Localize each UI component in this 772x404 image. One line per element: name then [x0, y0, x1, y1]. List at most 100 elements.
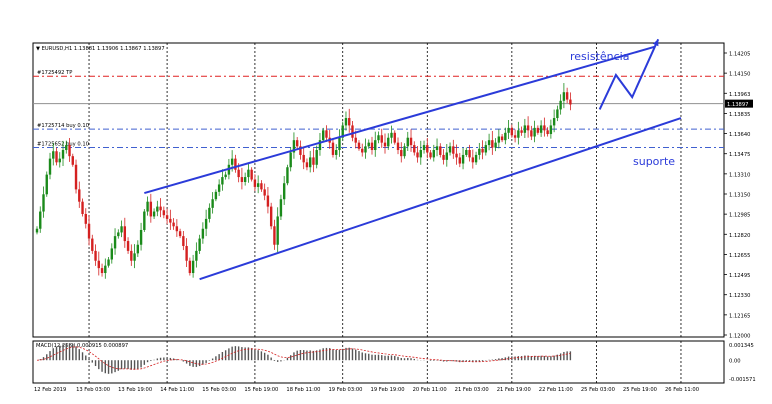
candle-up — [65, 145, 68, 151]
candle-down — [188, 260, 192, 274]
candle-up — [432, 150, 435, 158]
candle-up — [224, 174, 227, 178]
time-tick-label: 14 Feb 11:00 — [160, 387, 194, 393]
candle-down — [458, 157, 462, 164]
candle-up — [211, 199, 214, 208]
candle-down — [481, 148, 484, 153]
macd-panel-frame — [32, 340, 725, 384]
price-tick-label: 1.14205 — [729, 52, 750, 58]
candle-up — [422, 145, 426, 151]
channel-upper-line — [144, 45, 656, 195]
candle-up — [292, 140, 296, 153]
candle-down — [149, 201, 153, 217]
candle-up — [487, 140, 491, 146]
candle-up — [341, 125, 344, 138]
candle-up — [497, 136, 501, 143]
support-label: suporte — [633, 155, 675, 168]
candle-down — [543, 125, 546, 131]
candle-up — [344, 118, 348, 126]
time-tick-label: 22 Feb 11:00 — [539, 387, 573, 393]
candle-down — [380, 135, 383, 143]
candle-up — [484, 145, 488, 153]
candle-up — [39, 211, 42, 229]
candle-up — [377, 135, 380, 141]
candle-down — [331, 142, 335, 155]
candle-up — [204, 218, 208, 229]
time-tick-label: 19 Feb 03:00 — [328, 387, 362, 393]
candle-up — [61, 150, 65, 159]
price-tick-label: 1.13310 — [729, 172, 750, 178]
candle-down — [383, 142, 387, 147]
candle-up — [195, 250, 198, 261]
candle-up — [406, 137, 409, 147]
time-tick-label: 21 Feb 19:00 — [497, 387, 531, 393]
candle-up — [221, 177, 224, 185]
candle-up — [552, 118, 556, 126]
symbol-header: ▼ EURUSD,H1 1.13881 1.13906 1.13867 1.13… — [36, 46, 165, 52]
candle-up — [289, 152, 292, 168]
candle-down — [250, 169, 253, 180]
candle-down — [55, 151, 58, 163]
forecast-arrow — [598, 38, 660, 110]
candle-up — [214, 191, 218, 200]
candle-up — [146, 201, 149, 212]
candle-down — [260, 183, 263, 190]
candle-up — [120, 226, 123, 233]
candle-down — [351, 125, 354, 138]
candle-down — [130, 250, 133, 261]
time-tick-label: 18 Feb 11:00 — [286, 387, 320, 393]
candle-down — [546, 130, 549, 135]
candle-up — [52, 151, 55, 159]
candle-down — [94, 250, 97, 261]
candle-up — [419, 150, 422, 158]
candle-down — [513, 135, 517, 138]
candle-down — [565, 92, 569, 100]
candle-up — [539, 125, 543, 133]
level-line-label: #1725492 TP — [37, 70, 72, 76]
candle-down — [84, 213, 87, 224]
candle-up — [136, 244, 140, 254]
macd-tick-label: 0.00 — [729, 359, 741, 365]
candle-down — [169, 218, 172, 223]
candle-up — [279, 199, 283, 217]
candle-up — [113, 236, 117, 249]
time-tick-label: 13 Feb 19:00 — [118, 387, 152, 393]
candle-up — [448, 146, 452, 153]
candle-up — [309, 157, 312, 168]
candle-down — [426, 145, 429, 153]
candle-up — [523, 125, 527, 133]
candle-down — [162, 210, 166, 216]
candle-up — [461, 154, 465, 164]
candle-down — [471, 157, 475, 163]
time-tick-label: 21 Feb 03:00 — [455, 387, 489, 393]
candle-up — [276, 216, 279, 245]
candle-down — [361, 148, 364, 153]
candle-up — [322, 130, 325, 141]
candle-up — [256, 183, 260, 187]
candle-down — [569, 99, 572, 105]
time-tick-label: 13 Feb 03:00 — [76, 387, 110, 393]
candle-down — [165, 215, 169, 219]
candle-down — [178, 231, 182, 237]
candle-up — [335, 150, 338, 155]
candle-up — [465, 150, 468, 155]
candle-down — [126, 241, 130, 251]
price-tick-label: 1.14150 — [729, 72, 750, 78]
time-tick-label: 20 Feb 11:00 — [413, 387, 447, 393]
candle-down — [123, 226, 127, 242]
price-tick-label: 1.12330 — [729, 293, 750, 299]
candle-down — [312, 157, 315, 165]
candle-down — [530, 130, 533, 137]
candle-down — [100, 268, 104, 274]
time-tick-label: 19 Feb 19:00 — [371, 387, 405, 393]
candle-down — [237, 169, 240, 178]
candle-up — [42, 194, 45, 212]
candle-up — [387, 137, 390, 147]
macd-tick-label: 0.001345 — [729, 343, 754, 349]
time-tick-label: 15 Feb 03:00 — [202, 387, 236, 393]
candle-up — [445, 152, 448, 160]
candle-down — [97, 260, 100, 269]
candle-up — [507, 127, 510, 133]
candle-down — [452, 146, 455, 154]
